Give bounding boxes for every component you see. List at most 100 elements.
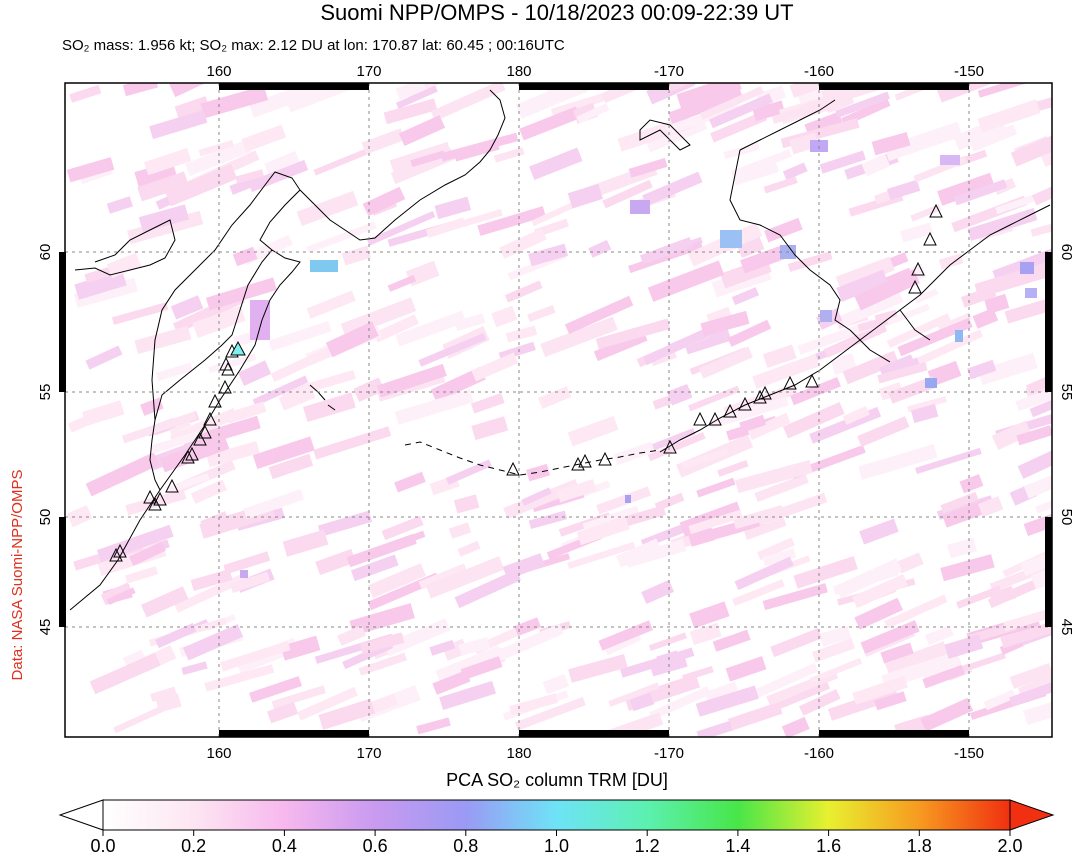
colorbar-under — [58, 799, 104, 831]
so2-pixel — [232, 246, 258, 267]
so2-pixel — [198, 140, 234, 157]
so2-pixel — [106, 252, 142, 279]
so2-pixel — [341, 245, 372, 266]
so2-pixel — [453, 494, 480, 514]
so2-pixel — [270, 342, 341, 382]
lon-label-bottom: 180 — [506, 745, 531, 762]
so2-pixel — [915, 447, 982, 474]
so2-pixel — [624, 538, 687, 568]
so2-pixel — [122, 83, 159, 97]
coastline — [729, 99, 851, 331]
colorbar-tick-label: 1.2 — [635, 836, 660, 855]
so2-pixel — [1029, 378, 1052, 418]
coastline — [849, 309, 931, 363]
so2-pixel — [313, 426, 392, 460]
so2-pixel — [576, 103, 610, 124]
colorbar-tick-label: 1.4 — [725, 836, 750, 855]
so2-pixel — [900, 222, 934, 243]
so2-pixel — [735, 459, 813, 494]
so2-pixel — [1020, 534, 1052, 577]
so2-pixel — [598, 620, 653, 651]
lon-label-bottom: -170 — [654, 745, 684, 762]
so2-pixel — [111, 302, 169, 325]
so2-pixel — [410, 150, 446, 168]
so2-pixel — [366, 211, 436, 246]
so2-pixel — [235, 169, 265, 184]
so2-pixel — [725, 656, 767, 682]
so2-pixel — [367, 563, 426, 598]
so2-pixel — [528, 243, 569, 267]
so2-pixel — [225, 401, 267, 424]
so2-pixel — [731, 287, 760, 306]
so2-pixel — [852, 574, 909, 609]
subtitle: SO₂ mass: 1.956 kt; SO₂ max: 2.12 DU at … — [62, 37, 565, 54]
so2-pixel — [346, 533, 417, 568]
so2-pixel — [754, 473, 809, 502]
so2-pixel — [121, 411, 197, 444]
frame-bar — [1045, 517, 1052, 627]
so2-pixel — [155, 622, 197, 649]
so2-pixel — [880, 642, 914, 664]
so2-pixel — [362, 186, 406, 217]
so2-pixel — [835, 256, 895, 291]
so2-pixel — [250, 300, 270, 340]
so2-pixel — [883, 594, 948, 629]
so2-pixel — [789, 132, 820, 155]
so2-pixel — [434, 196, 472, 220]
so2-pixel — [418, 563, 468, 590]
so2-pixel — [888, 376, 937, 404]
so2-pixel — [910, 403, 939, 424]
so2-pixel — [764, 217, 803, 243]
volcano — [109, 547, 123, 562]
so2-pixel — [628, 157, 668, 178]
volcano — [219, 356, 233, 371]
so2-pixel — [129, 541, 166, 566]
volcano — [908, 279, 922, 294]
so2-pixel — [303, 392, 356, 423]
so2-pixel — [361, 128, 405, 155]
volcano — [753, 389, 767, 404]
frame-bar — [819, 730, 969, 737]
so2-pixel — [884, 121, 963, 162]
so2-pixel — [895, 552, 924, 574]
so2-pixel — [877, 362, 928, 384]
volcano — [203, 411, 217, 426]
colorbar-tick-label: 0.6 — [363, 836, 388, 855]
so2-pixel — [238, 360, 272, 386]
so2-pixel — [206, 441, 260, 468]
so2-pixel — [736, 236, 765, 258]
so2-pixel — [1020, 262, 1034, 274]
so2-pixel — [712, 629, 751, 652]
frame-bar — [219, 730, 369, 737]
so2-pixel — [809, 657, 863, 684]
lat-label-right: 50 — [1058, 509, 1072, 526]
volcano — [578, 453, 592, 468]
so2-pixel — [454, 313, 486, 332]
so2-pixel — [241, 124, 287, 152]
so2-pixel — [505, 325, 538, 343]
colorbar-label: PCA SO₂ column TRM [DU] — [446, 770, 668, 790]
so2-pixel — [959, 474, 984, 494]
so2-pixel — [106, 587, 136, 606]
map-area — [65, 83, 1052, 737]
so2-pixel — [820, 310, 832, 322]
so2-pixel — [306, 221, 377, 254]
so2-pixel — [425, 217, 466, 238]
so2-pixel — [268, 320, 332, 351]
so2-pixel — [972, 307, 999, 329]
volcano — [198, 424, 212, 439]
so2-pixel — [643, 324, 717, 366]
so2-pixel — [689, 601, 730, 629]
so2-pixel — [140, 397, 164, 416]
volcano — [218, 379, 232, 394]
so2-pixel — [430, 83, 506, 122]
so2-pixel — [1017, 669, 1052, 695]
so2-pixel — [526, 463, 551, 482]
so2-pixel — [782, 162, 808, 181]
so2-pixel — [542, 673, 570, 695]
so2-pixel — [359, 632, 405, 654]
frame-bar — [819, 83, 969, 90]
so2-pixel — [493, 147, 525, 163]
so2-pixel — [752, 100, 786, 122]
